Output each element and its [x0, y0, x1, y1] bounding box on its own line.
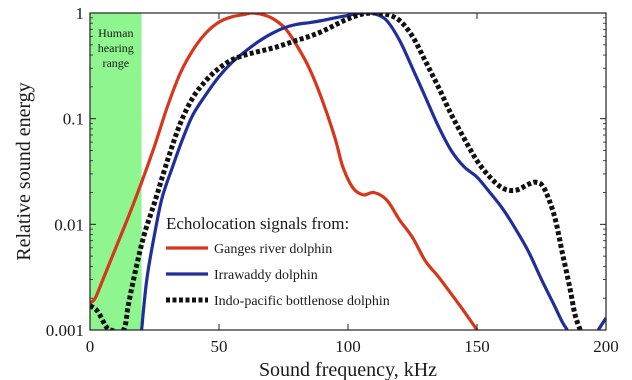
legend-label-1: Ganges river dolphin [214, 242, 332, 257]
y-tick-label: 1 [76, 4, 85, 23]
hearing-band-label: Human hearing range [98, 26, 134, 70]
x-axis-label: Sound frequency, kHz [259, 359, 437, 380]
plot-frame [89, 12, 607, 331]
legend: Echolocation signals from: Ganges river … [166, 214, 390, 309]
y-tick-label: 0.1 [63, 110, 84, 129]
x-tick-label: 200 [593, 337, 619, 356]
series-line-extra-1 [596, 317, 606, 330]
x-tick-label: 100 [335, 337, 361, 356]
legend-label-2: Irrawaddy dolphin [214, 268, 318, 283]
tick-layer: 0 50 100 150 200 0.001 0.01 0.1 1 [46, 4, 619, 356]
x-tick-label: 50 [211, 337, 228, 356]
series-line-3 [90, 13, 583, 330]
series-layer [90, 13, 606, 330]
x-tick-label: 0 [86, 337, 95, 356]
y-tick-label: 0.001 [46, 321, 84, 340]
x-tick-label: 150 [464, 337, 490, 356]
legend-label-3: Indo-pacific bottlenose dolphin [214, 294, 390, 309]
y-axis-label: Relative sound energy [13, 82, 35, 260]
series-line-1 [90, 13, 479, 330]
series-line-2 [140, 13, 569, 330]
legend-title: Echolocation signals from: [166, 214, 349, 233]
y-tick-label: 0.01 [54, 215, 84, 234]
